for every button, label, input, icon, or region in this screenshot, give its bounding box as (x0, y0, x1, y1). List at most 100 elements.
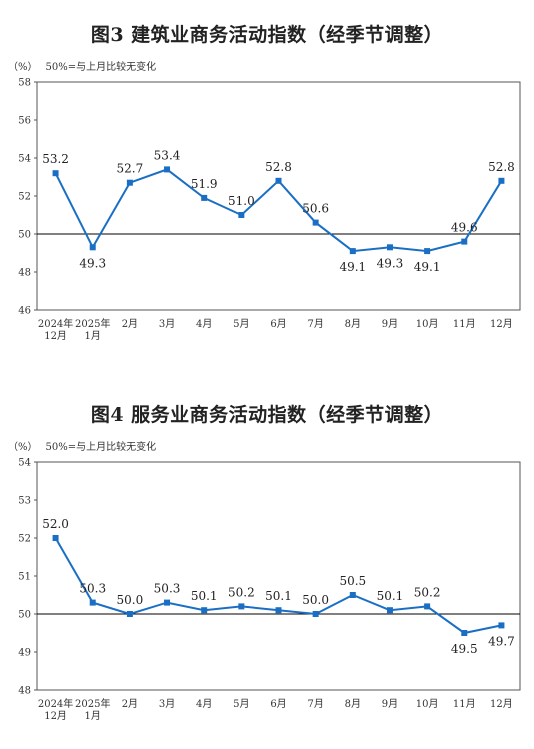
data-point (386, 244, 393, 251)
data-point (349, 592, 356, 598)
x-tick-label: 3月 (159, 698, 175, 710)
data-point (238, 212, 245, 218)
data-point (424, 248, 431, 255)
unit-label: （%） (8, 62, 38, 73)
x-tick-label: 2月 (122, 698, 138, 710)
data-label: 50.6 (302, 202, 329, 216)
data-point (312, 611, 319, 617)
x-tick-label: 4月 (196, 318, 212, 330)
x-tick-label: 2024年 12月 (38, 697, 73, 722)
x-tick-label: 12月 (490, 698, 513, 710)
data-point (424, 603, 431, 610)
baseline-note: 50%=与上月比较无变化 (45, 442, 157, 453)
unit-label: （%） (8, 442, 38, 453)
data-label: 52.8 (488, 160, 515, 174)
data-point (275, 607, 282, 614)
y-tick-label: 54 (18, 458, 31, 469)
data-point (89, 599, 96, 606)
data-point (275, 177, 282, 184)
data-label: 50.2 (414, 585, 441, 599)
x-tick-label: 2025年 1月 (75, 697, 110, 722)
data-point (89, 244, 96, 251)
y-tick-label: 48 (18, 268, 31, 279)
y-tick-label: 50 (18, 230, 31, 241)
x-tick-label: 12月 (490, 318, 513, 330)
chart-note: （%） 50%=与上月比较无变化 (8, 58, 156, 73)
data-label: 52.0 (42, 517, 69, 531)
data-point (164, 599, 171, 606)
data-point (126, 611, 133, 617)
data-label: 50.2 (228, 585, 255, 599)
data-point (349, 248, 356, 255)
data-label: 50.1 (265, 589, 292, 603)
data-label: 50.1 (191, 589, 218, 603)
x-tick-label: 3月 (159, 318, 175, 330)
data-label: 53.2 (42, 152, 69, 166)
x-tick-label: 4月 (196, 698, 212, 710)
data-label: 53.4 (154, 148, 181, 162)
x-tick-label: 8月 (345, 318, 361, 330)
chart-panel-services: 图4 服务业商务活动指数（经季节调整） （%） 50%=与上月比较无变化 48 49… (0, 380, 534, 749)
x-tick-label: 11月 (453, 698, 476, 710)
y-tick-label: 51 (18, 572, 31, 583)
y-tick-label: 54 (18, 154, 31, 165)
x-tick-label: 9月 (382, 318, 398, 330)
x-tick-label: 2025年 1月 (75, 317, 110, 342)
data-label: 49.1 (339, 260, 366, 274)
x-tick-label: 8月 (345, 698, 361, 710)
chart-title: 图3 建筑业商务活动指数（经季节调整） (90, 24, 444, 46)
y-tick-label: 58 (18, 78, 31, 89)
x-tick-label: 6月 (270, 698, 286, 710)
x-tick-label: 10月 (416, 698, 439, 710)
chart-note: （%） 50%=与上月比较无变化 (8, 438, 156, 453)
data-point (201, 607, 208, 614)
data-label: 49.1 (414, 260, 441, 274)
chart-title: 图4 服务业商务活动指数（经季节调整） (90, 404, 444, 426)
data-label: 52.7 (117, 162, 144, 176)
data-label: 50.3 (79, 582, 106, 596)
data-label: 52.8 (265, 160, 292, 174)
y-tick-label: 49 (18, 648, 31, 659)
data-point (238, 603, 245, 610)
data-label: 50.1 (377, 589, 404, 603)
x-tick-label: 5月 (233, 318, 249, 330)
y-tick-label: 56 (18, 116, 31, 127)
x-tick-label: 6月 (270, 318, 286, 330)
y-tick-label: 52 (18, 534, 31, 545)
data-point (386, 607, 393, 614)
data-label: 50.0 (302, 593, 329, 607)
chart-panel-construction: 图3 建筑业商务活动指数（经季节调整） （%） 50%=与上月比较无变化 46 48… (0, 0, 534, 370)
y-tick-label: 46 (18, 306, 31, 317)
data-label: 50.3 (154, 582, 181, 596)
plot-area (36, 81, 521, 311)
data-label: 51.0 (228, 194, 255, 208)
data-point (52, 535, 59, 541)
plot-area (36, 461, 521, 691)
data-point (126, 179, 133, 186)
x-tick-label: 7月 (307, 698, 323, 710)
x-tick-label: 2024年 12月 (38, 317, 73, 342)
x-tick-label: 5月 (233, 698, 249, 710)
data-point (461, 238, 468, 245)
data-point (498, 177, 505, 184)
data-label: 49.5 (451, 642, 478, 656)
data-label: 49.7 (488, 634, 515, 648)
x-tick-label: 7月 (307, 318, 323, 330)
data-point (52, 170, 59, 177)
baseline-note: 50%=与上月比较无变化 (45, 62, 157, 73)
y-tick-label: 48 (18, 686, 31, 697)
data-label: 49.3 (377, 256, 404, 270)
data-point (312, 219, 319, 226)
data-label: 49.3 (79, 256, 106, 270)
x-tick-label: 11月 (453, 318, 476, 330)
data-point (498, 622, 505, 629)
data-point (201, 194, 208, 201)
data-label: 51.9 (191, 177, 218, 191)
y-tick-label: 50 (18, 610, 31, 621)
data-label: 50.5 (339, 574, 366, 588)
x-tick-label: 9月 (382, 698, 398, 710)
x-tick-label: 2月 (122, 318, 138, 330)
data-point (461, 630, 468, 636)
data-point (164, 166, 171, 173)
